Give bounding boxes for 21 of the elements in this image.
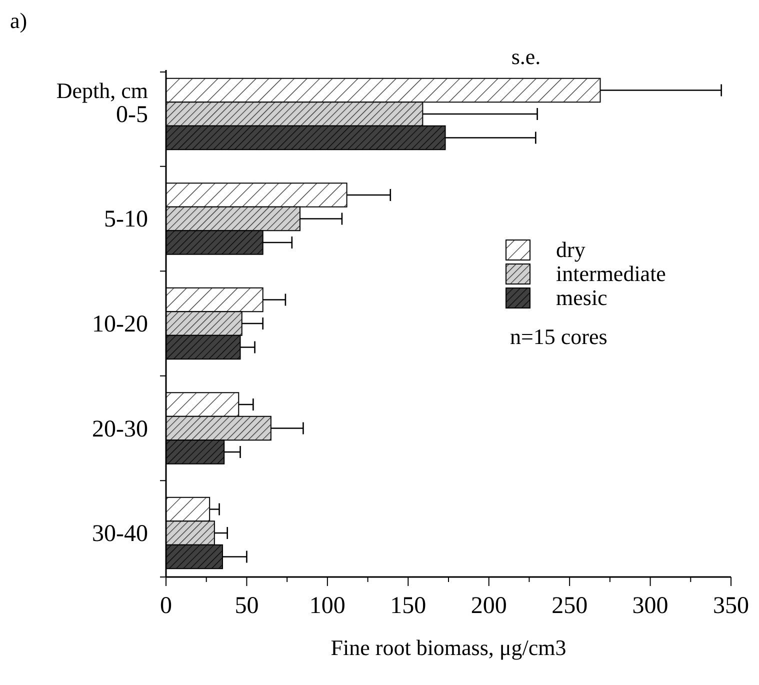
x-tick-label: 100 (309, 593, 346, 619)
annotation: n=15 cores (510, 324, 608, 349)
x-tick-label: 300 (632, 593, 668, 619)
x-tick-label: 0 (160, 593, 172, 619)
text: s.e. (511, 44, 541, 69)
y-tick-label: 5-10 (104, 206, 148, 233)
x-tick-label: 350 (713, 593, 749, 619)
y-axis-title: Depth, cm (56, 78, 148, 103)
legend-label: dry (556, 237, 586, 262)
legend-label: intermediate (556, 261, 666, 286)
y-tick-label: 0-5 (116, 102, 148, 128)
y-tick-label: 20-30 (92, 416, 148, 442)
legend-label: mesic (556, 285, 608, 310)
x-tick-label: 150 (390, 593, 426, 619)
y-tick-label: 10-20 (92, 312, 148, 338)
text: a) (10, 8, 28, 33)
x-tick-label: 250 (552, 593, 588, 619)
x-axis-title: Fine root biomass, μg/cm3 (330, 635, 566, 660)
x-tick-label: 200 (470, 593, 507, 619)
y-tick-label: 30-40 (92, 521, 148, 548)
x-tick-label: 50 (234, 593, 259, 619)
